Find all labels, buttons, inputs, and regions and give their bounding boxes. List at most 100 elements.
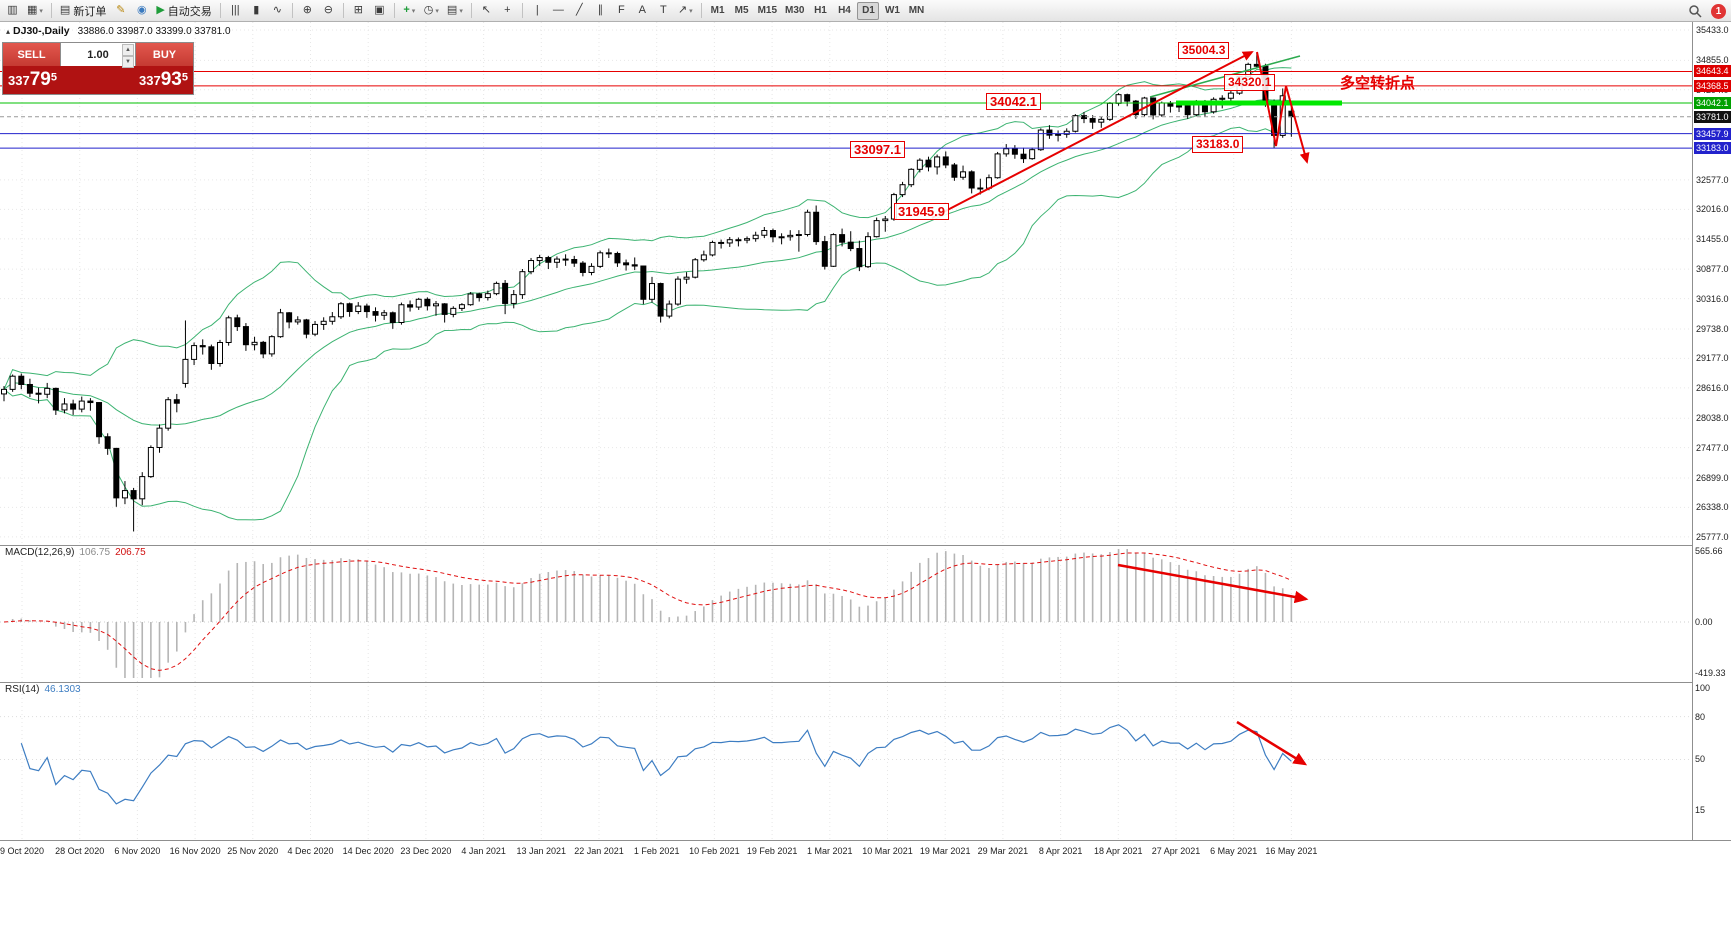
new-chart-button[interactable]: ▥: [3, 2, 22, 20]
bar-chart-mode-button[interactable]: |||: [226, 2, 245, 20]
fibonacci-button[interactable]: F: [612, 2, 631, 20]
annotation-turning-point-text[interactable]: 多空转折点: [1340, 75, 1416, 92]
periods-button[interactable]: ◷ ▾: [421, 2, 442, 20]
toolbar-separator: [521, 3, 523, 18]
chart-window: ▴ DJ30-,Daily 33886.0 33987.0 33399.0 3378…: [0, 22, 1731, 945]
volume-input[interactable]: 1.00 ▲ ▼: [61, 43, 135, 68]
timeframe-m5-button[interactable]: M5: [734, 5, 749, 16]
panel-separator-rsi[interactable]: [0, 682, 1731, 683]
price-scale-badge: 33183.0: [1694, 142, 1731, 155]
time-axis-label: 27 Apr 2021: [1151, 846, 1201, 856]
notification-badge[interactable]: 1: [1711, 3, 1726, 19]
sell-button[interactable]: SELL: [3, 43, 61, 66]
timeframe-m30-button[interactable]: M30: [785, 5, 805, 16]
text-label-button[interactable]: T: [654, 2, 673, 20]
chart-profiles-button[interactable]: ▦ ▾: [24, 2, 46, 20]
time-axis-label: 8 Apr 2021: [1038, 846, 1083, 856]
zoom-in-button[interactable]: ⊕: [298, 2, 317, 20]
chart-profiles-icon: ▦: [27, 4, 38, 16]
trendline-button[interactable]: ╱: [570, 2, 589, 20]
vertical-line-button[interactable]: |: [528, 2, 547, 20]
annotation-price-34042[interactable]: 34042.1: [986, 93, 1041, 110]
timeframe-m1-button[interactable]: M1: [710, 5, 725, 16]
price-scale-tick: 28616.0: [1696, 382, 1729, 393]
candlestick-mode-button[interactable]: ▮: [247, 2, 266, 20]
templates-button[interactable]: ▤ ▾: [444, 2, 466, 20]
time-axis[interactable]: 9 Oct 2020 28 Oct 2020 6 Nov 2020 16 Nov 20…: [0, 840, 1731, 864]
annotation-price-rebound[interactable]: 34320.1: [1224, 74, 1276, 91]
autotrading-icon: ▶: [156, 4, 165, 16]
price-scale-tick: 29177.0: [1696, 353, 1729, 364]
symbol-title: DJ30-,Daily: [13, 25, 70, 37]
annotation-price-33183[interactable]: 33183.0: [1192, 136, 1244, 153]
main-price-chart[interactable]: [0, 22, 1692, 545]
dropdown-arrow-icon: ▾: [39, 7, 43, 15]
line-chart-mode-button[interactable]: ∿: [268, 2, 287, 20]
search-button[interactable]: [1685, 2, 1705, 20]
time-axis-label: 9 Oct 2020: [0, 846, 45, 856]
buy-button[interactable]: BUY: [135, 43, 193, 66]
volume-value: 1.00: [87, 48, 109, 61]
timeframe-h4-button[interactable]: H4: [838, 5, 851, 16]
indicators-icon: +: [403, 4, 410, 16]
one-click-collapse-icon[interactable]: ▴: [6, 27, 11, 36]
market-news-button[interactable]: ◉: [132, 2, 151, 20]
macd-label: MACD(12,26,9) 106.75 206.75: [5, 547, 146, 558]
tile-windows-button[interactable]: ⊞: [349, 2, 368, 20]
timeframe-w1-button[interactable]: W1: [884, 5, 900, 16]
new-order-button[interactable]: ▤ 新订单: [57, 2, 109, 20]
text-icon: A: [638, 4, 647, 16]
timeframe-h1-button[interactable]: H1: [814, 5, 827, 16]
price-scale-tick: 32016.0: [1696, 204, 1729, 215]
time-axis-label: 6 Nov 2020: [114, 846, 161, 856]
price-scale-badge: 34042.1: [1694, 97, 1731, 109]
time-axis-label: 19 Mar 2021: [919, 846, 971, 856]
volume-down-button[interactable]: ▼: [122, 56, 134, 68]
crosshair-button[interactable]: +: [498, 2, 517, 20]
time-axis-label: 19 Feb 2021: [746, 846, 798, 856]
horizontal-line-button[interactable]: —: [549, 2, 568, 20]
text-button[interactable]: A: [633, 2, 652, 20]
crosshair-icon: +: [504, 4, 511, 16]
cursor-icon: ↖: [481, 4, 491, 16]
arrows-button[interactable]: ↗ ▾: [675, 2, 696, 20]
market-news-icon: ◉: [137, 4, 147, 16]
toolbar-items: ▥ ▦ ▾ ▤ 新订单 ✎ ◉ ▶ 自动交易 ||| ▮ ∿ ⊕ ⊖ ⊞ ▣ + ▾ ◷ ▾ ▤ ▾ ↖ + | — ╱ ∥ F A T ↗ ▾…: [0, 0, 1731, 21]
volume-up-button[interactable]: ▲: [122, 44, 134, 56]
new-order-icon: ▤: [59, 4, 71, 16]
panel-separator-macd[interactable]: [0, 545, 1731, 546]
time-axis-label: 13 Jan 2021: [516, 846, 567, 856]
timeframe-m15-button[interactable]: M15: [757, 5, 778, 16]
metaeditor-button[interactable]: ✎: [111, 2, 130, 20]
autotrading-button[interactable]: ▶ 自动交易: [153, 2, 214, 20]
timeframe-mn-button[interactable]: MN: [908, 5, 925, 16]
price-scale-tick: 29738.0: [1696, 323, 1729, 334]
macd-indicator-panel[interactable]: [0, 545, 1692, 682]
auto-arrange-button[interactable]: ▣: [370, 2, 389, 20]
indicators-button[interactable]: + ▾: [400, 2, 419, 20]
zoom-out-button[interactable]: ⊖: [319, 2, 338, 20]
time-axis-label: 10 Feb 2021: [689, 846, 740, 856]
cursor-button[interactable]: ↖: [477, 2, 496, 20]
time-axis-label: 16 May 2021: [1265, 846, 1318, 856]
price-scale-tick: 30316.0: [1696, 293, 1729, 304]
annotation-price-33097[interactable]: 33097.1: [850, 141, 905, 158]
annotation-price-peak[interactable]: 35004.3: [1178, 42, 1230, 59]
dropdown-arrow-icon: ▾: [435, 7, 439, 15]
timeframe-d1-button[interactable]: D1: [857, 1, 880, 20]
dropdown-arrow-icon: ▾: [459, 7, 463, 15]
rsi-indicator-panel[interactable]: [0, 682, 1692, 840]
time-axis-label: 1 Feb 2021: [633, 846, 680, 856]
price-digits: 337: [139, 73, 161, 88]
macd-name: MACD(12,26,9): [5, 547, 75, 558]
toolbar-separator: [219, 3, 221, 18]
dropdown-arrow-icon: ▾: [689, 7, 693, 15]
macd-scale-top: 565.66: [1695, 546, 1723, 556]
toolbar-separator: [700, 3, 702, 18]
macd-scale-zero: 0.00: [1695, 617, 1713, 627]
price-scale[interactable]: 35433.034855.034294.032577.032016.031455…: [1692, 22, 1731, 840]
toolbar-separator: [393, 3, 395, 18]
annotation-price-31945[interactable]: 31945.9: [894, 203, 949, 220]
equidistant-channel-button[interactable]: ∥: [591, 2, 610, 20]
arrows-icon: ↗: [677, 4, 688, 16]
